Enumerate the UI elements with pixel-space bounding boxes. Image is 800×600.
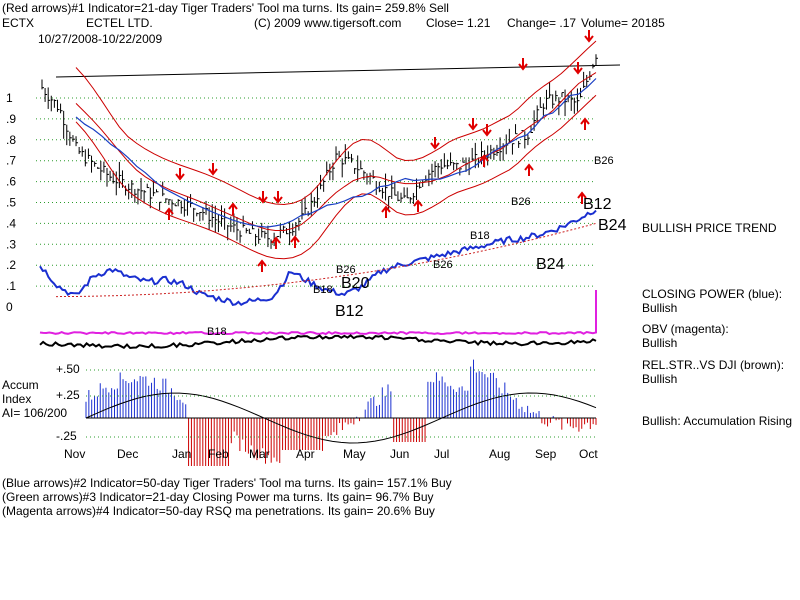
buy-arrow-head <box>577 191 587 199</box>
y-tick-label: .8 <box>6 133 16 147</box>
y-tick-label: .7 <box>6 154 16 168</box>
month-label-nov: Nov <box>64 447 85 461</box>
upper-band <box>75 40 597 206</box>
accum-ma-line <box>85 392 597 444</box>
annotation-b26-jul: B26 <box>433 259 453 271</box>
month-label-aug: Aug <box>489 447 510 461</box>
copyright-label: (C) 2009 www.tigersoft.com <box>254 16 402 30</box>
annotation-b20: B20 <box>341 275 370 292</box>
y-tick-label: 0 <box>6 300 13 314</box>
annotation-b18: B18 <box>470 230 490 242</box>
sell-arrow-head <box>518 63 528 71</box>
date-range: 10/27/2008-10/22/2009 <box>38 32 163 46</box>
trend-line <box>55 64 621 78</box>
buy-arrow-head <box>257 259 267 267</box>
price-trend-label: BULLISH PRICE TREND <box>642 221 777 235</box>
volume-value: Volume= 20185 <box>581 16 665 30</box>
y-tick-label: .6 <box>6 175 16 189</box>
month-label-apr: Apr <box>296 447 315 461</box>
obv-line <box>39 290 597 336</box>
footer-magenta-arrows: (Magenta arrows)#4 Indicator=50-day RSQ … <box>2 504 435 518</box>
obv-title: OBV (magenta): <box>642 322 729 336</box>
sell-arrow-head <box>258 196 268 204</box>
y-tick-label: .5 <box>6 196 16 210</box>
sell-arrow-head <box>430 142 440 150</box>
sell-arrow-head <box>273 196 283 204</box>
month-label-feb: Feb <box>208 447 229 461</box>
buy-arrow-head <box>524 163 534 171</box>
lower-band <box>75 94 597 260</box>
sell-arrow-head <box>468 123 478 131</box>
buy-arrow-head <box>413 199 423 207</box>
sell-arrow-head <box>482 129 492 137</box>
annotation-b26-mid: B26 <box>336 264 356 276</box>
annotation-b26-right: B26 <box>594 155 614 167</box>
closing-power-ma <box>55 222 597 298</box>
y-tick-label: .3 <box>6 237 16 251</box>
accum-tick-p50: +.50 <box>56 362 80 376</box>
buy-arrow-head <box>381 205 391 213</box>
annotation-b18-low: B18 <box>207 326 227 338</box>
change-value: Change= .17 <box>507 16 577 30</box>
company-name: ECTEL LTD. <box>86 16 153 30</box>
ticker-label: ECTX <box>2 16 35 30</box>
obv-value: Bullish <box>642 336 678 350</box>
annotation-b26: B26 <box>511 196 531 208</box>
buy-arrow-head <box>228 202 238 210</box>
annotation-b12: B12 <box>335 303 364 320</box>
month-label-dec: Dec <box>117 447 138 461</box>
y-tick-label: .9 <box>6 112 16 126</box>
accum-title: Accum <box>2 378 39 392</box>
y-tick-label: .2 <box>6 258 16 272</box>
closing-power-title: CLOSING POWER (blue): <box>642 287 783 301</box>
relstr-value: Bullish <box>642 372 678 386</box>
annotation-b24: B24 <box>536 256 565 273</box>
relstr-line <box>39 334 597 350</box>
accum-tick-m25: -.25 <box>56 429 77 443</box>
month-label-oct: Oct <box>579 447 598 461</box>
annotation-b12-right: B12 <box>583 196 612 213</box>
buy-arrow-head <box>580 117 590 125</box>
month-label-sep: Sep <box>535 447 557 461</box>
header-indicator-line: (Red arrows)#1 Indicator=21-day Tiger Tr… <box>2 1 449 15</box>
relstr-title: REL.STR..VS DJI (brown): <box>642 358 785 372</box>
sell-arrow-head <box>573 67 583 75</box>
buy-arrow-head <box>479 154 489 162</box>
ma-21-line <box>75 72 597 231</box>
ai-value: AI= 106/200 <box>2 406 68 420</box>
y-tick-label: .4 <box>6 216 16 230</box>
sell-arrow-head <box>175 173 185 181</box>
y-tick-label: 1 <box>6 91 13 105</box>
closing-power-line <box>39 209 597 307</box>
buy-arrow-head <box>164 207 174 215</box>
annotation-b24-right: B24 <box>598 217 627 234</box>
y-tick-label: .1 <box>6 279 16 293</box>
close-value: Close= 1.21 <box>426 16 491 30</box>
closing-power-value: Bullish <box>642 301 678 315</box>
month-label-jul: Jul <box>434 447 449 461</box>
buy-arrow-head <box>271 236 281 244</box>
month-label-jan: Jan <box>172 447 191 461</box>
month-label-jun: Jun <box>390 447 409 461</box>
sell-arrow-head <box>584 35 594 43</box>
ma-50-line <box>75 78 597 228</box>
footer-green-arrows: (Green arrows)#3 Indicator=21-day Closin… <box>2 490 434 504</box>
month-label-mar: Mar <box>249 447 270 461</box>
annotation-b18-mid: B18 <box>313 284 333 296</box>
buy-arrow-head <box>290 235 300 243</box>
accumulation-label: Bullish: Accumulation Rising <box>642 414 793 428</box>
index-title: Index <box>2 392 32 406</box>
accum-tick-p25: +.25 <box>56 388 80 402</box>
sell-arrow-head <box>208 168 218 176</box>
footer-blue-arrows: (Blue arrows)#2 Indicator=50-day Tiger T… <box>2 476 452 490</box>
month-label-may: May <box>343 447 366 461</box>
